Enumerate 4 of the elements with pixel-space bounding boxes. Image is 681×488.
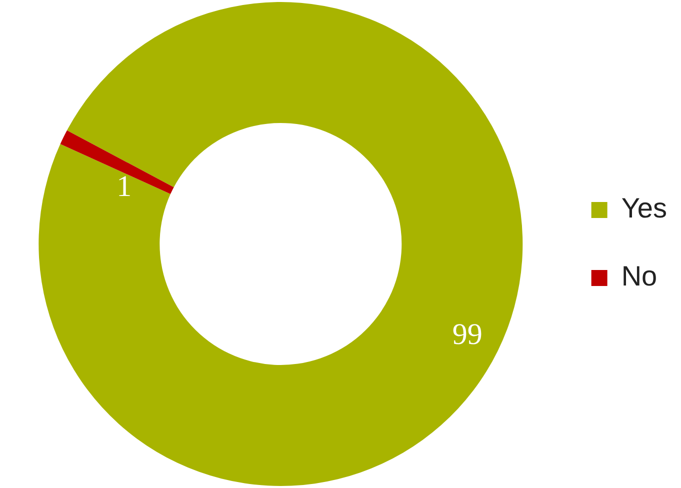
legend-label: Yes [621,192,668,224]
legend-label: No [621,260,658,292]
data-label: 99 [452,318,482,351]
data-label: 1 [116,170,132,203]
